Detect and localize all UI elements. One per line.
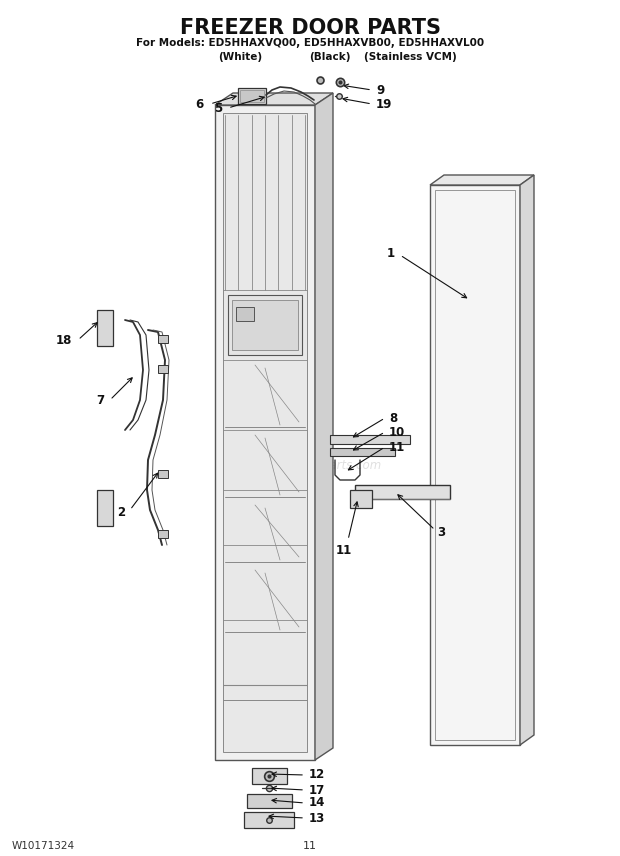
Text: 1: 1 (387, 247, 395, 259)
Text: 11: 11 (303, 841, 317, 851)
Bar (223, 113, 307, 752)
Text: 10: 10 (389, 425, 405, 438)
Text: For Models: ED5HHAXVQ00, ED5HHAXVB00, ED5HHAXVL00: For Models: ED5HHAXVQ00, ED5HHAXVB00, ED… (136, 38, 484, 48)
Text: 9: 9 (376, 84, 384, 97)
Text: 2: 2 (117, 507, 125, 520)
Bar (97, 490, 113, 526)
Bar (236, 307, 254, 321)
Text: W10171324: W10171324 (12, 841, 75, 851)
Bar (435, 190, 515, 740)
Text: 14: 14 (309, 796, 326, 810)
Bar (244, 812, 294, 828)
Text: 12: 12 (309, 769, 326, 782)
Polygon shape (315, 93, 333, 760)
Bar (97, 310, 113, 346)
Text: 13: 13 (309, 811, 326, 824)
Bar (350, 490, 372, 508)
Bar (158, 365, 168, 373)
Text: eReplacementParts.com: eReplacementParts.com (238, 459, 382, 472)
Text: 19: 19 (376, 98, 392, 110)
Bar (228, 295, 302, 355)
Polygon shape (520, 175, 534, 745)
Text: 8: 8 (389, 412, 397, 425)
Text: 3: 3 (437, 526, 445, 539)
Polygon shape (430, 185, 520, 745)
Text: 5: 5 (214, 102, 222, 115)
Polygon shape (430, 175, 534, 185)
Bar (252, 768, 287, 784)
Polygon shape (215, 105, 315, 760)
Text: 6: 6 (196, 98, 204, 110)
Bar (238, 88, 266, 104)
Text: 17: 17 (309, 783, 326, 796)
Text: FREEZER DOOR PARTS: FREEZER DOOR PARTS (180, 18, 440, 38)
Text: 11: 11 (336, 544, 352, 557)
Text: (Stainless VCM): (Stainless VCM) (363, 52, 456, 62)
Bar (247, 794, 292, 808)
Bar (158, 335, 168, 343)
Bar (240, 90, 264, 102)
Bar (158, 530, 168, 538)
Text: 7: 7 (96, 394, 104, 407)
Bar (330, 435, 410, 444)
Text: (White): (White) (218, 52, 262, 62)
Bar (330, 448, 395, 456)
Text: 18: 18 (56, 334, 72, 347)
Bar (355, 485, 450, 499)
Text: (Black): (Black) (309, 52, 351, 62)
Bar (158, 470, 168, 478)
Bar (232, 300, 298, 350)
Text: 11: 11 (389, 441, 405, 454)
Polygon shape (215, 93, 333, 105)
